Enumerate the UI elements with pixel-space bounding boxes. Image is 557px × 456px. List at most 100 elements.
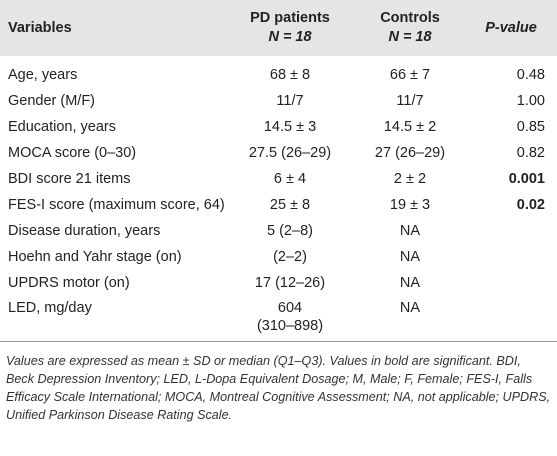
table-cell: 11/7 bbox=[225, 88, 355, 114]
cell-text: 0.001 bbox=[508, 171, 545, 187]
table-cell: UPDRS motor (on) bbox=[0, 270, 225, 296]
header-text: Controls bbox=[380, 10, 440, 26]
cell-text: 17 (12–26) bbox=[254, 275, 326, 291]
table-cell: Gender (M/F) bbox=[0, 88, 225, 114]
cell-text: 604 bbox=[277, 300, 303, 316]
header-cell: Controls N = 18 bbox=[355, 0, 465, 56]
cell-text: Age, years bbox=[8, 67, 78, 83]
cell-text: 68 ± 8 bbox=[269, 67, 311, 83]
table-cell bbox=[465, 296, 557, 342]
cell-text: 1.00 bbox=[516, 93, 545, 109]
table-cell: Hoehn and Yahr stage (on) bbox=[0, 244, 225, 270]
table-figure: Variables PD patients N = 18 Controls N = 18… bbox=[0, 0, 557, 422]
header-row: Variables PD patients N = 18 Controls N = 18… bbox=[0, 0, 557, 56]
cell-text: Gender (M/F) bbox=[8, 93, 96, 109]
table-cell: Disease duration, years bbox=[0, 218, 225, 244]
cell-text: NA bbox=[399, 300, 421, 316]
table-cell: FES-I score (maximum score, 64) bbox=[0, 192, 225, 218]
cell-text: 14.5 ± 2 bbox=[383, 119, 437, 135]
table-cell: 27.5 (26–29) bbox=[225, 140, 355, 166]
table-cell: 604 (310–898) bbox=[225, 296, 355, 342]
table-cell: 14.5 ± 2 bbox=[355, 114, 465, 140]
table-cell: NA bbox=[355, 296, 465, 342]
table-row: FES-I score (maximum score, 64) 25 ± 8 19 … bbox=[0, 192, 557, 218]
cell-text: BDI score 21 items bbox=[8, 171, 131, 187]
cell-text: Hoehn and Yahr stage (on) bbox=[8, 249, 182, 265]
cell-text: 0.48 bbox=[516, 67, 545, 83]
table-cell: NA bbox=[355, 244, 465, 270]
table-cell: 66 ± 7 bbox=[355, 56, 465, 88]
table-row: Hoehn and Yahr stage (on) (2–2) NA bbox=[0, 244, 557, 270]
cell-text: 0.85 bbox=[516, 119, 545, 135]
table-cell: 25 ± 8 bbox=[225, 192, 355, 218]
cell-text: NA bbox=[399, 223, 421, 239]
table-cell: 17 (12–26) bbox=[225, 270, 355, 296]
table-cell: 2 ± 2 bbox=[355, 166, 465, 192]
table-cell: 19 ± 3 bbox=[355, 192, 465, 218]
header-text: N = 18 bbox=[388, 29, 432, 45]
cell-text: 2 ± 2 bbox=[393, 171, 427, 187]
table-row: MOCA score (0–30) 27.5 (26–29) 27 (26–29) 0… bbox=[0, 140, 557, 166]
table-cell: 1.00 bbox=[465, 88, 557, 114]
table-cell: NA bbox=[355, 270, 465, 296]
header-cell: PD patients N = 18 bbox=[225, 0, 355, 56]
cell-text: MOCA score (0–30) bbox=[8, 145, 137, 161]
cell-text: 27 (26–29) bbox=[374, 145, 446, 161]
table-cell: Age, years bbox=[0, 56, 225, 88]
table-row: UPDRS motor (on) 17 (12–26) NA bbox=[0, 270, 557, 296]
table-cell: 0.02 bbox=[465, 192, 557, 218]
table-cell: 5 (2–8) bbox=[225, 218, 355, 244]
cell-text: 6 ± 4 bbox=[273, 171, 307, 187]
cell-text: UPDRS motor (on) bbox=[8, 275, 130, 291]
cell-text: 66 ± 7 bbox=[389, 67, 431, 83]
table-row: Disease duration, years 5 (2–8) NA bbox=[0, 218, 557, 244]
table-cell: (2–2) bbox=[225, 244, 355, 270]
table-cell: 6 ± 4 bbox=[225, 166, 355, 192]
table-cell: NA bbox=[355, 218, 465, 244]
table-row: Gender (M/F) 11/7 11/7 1.00 bbox=[0, 88, 557, 114]
cell-text: 11/7 bbox=[276, 93, 304, 109]
header-text: PD patients bbox=[250, 10, 330, 26]
cell-text: 25 ± 8 bbox=[269, 197, 311, 213]
table-cell bbox=[465, 218, 557, 244]
cell-text: 0.82 bbox=[516, 145, 545, 161]
table-cell: 11/7 bbox=[355, 88, 465, 114]
cell-text: 0.02 bbox=[516, 197, 545, 213]
table-body: Age, years 68 ± 8 66 ± 7 0.48 Gender (M/F) 11… bbox=[0, 56, 557, 342]
cell-text: LED, mg/day bbox=[8, 300, 92, 316]
table-cell: 0.85 bbox=[465, 114, 557, 140]
cell-text: FES-I score (maximum score, 64) bbox=[8, 197, 225, 213]
table-row: BDI score 21 items 6 ± 4 2 ± 2 0.001 bbox=[0, 166, 557, 192]
table-cell: 0.82 bbox=[465, 140, 557, 166]
table-cell: MOCA score (0–30) bbox=[0, 140, 225, 166]
cell-text: 19 ± 3 bbox=[389, 197, 431, 213]
table-cell: LED, mg/day bbox=[0, 296, 225, 342]
cell-text: NA bbox=[399, 275, 421, 291]
table-header: Variables PD patients N = 18 Controls N = 18… bbox=[0, 0, 557, 56]
table-row: Age, years 68 ± 8 66 ± 7 0.48 bbox=[0, 56, 557, 88]
cell-text: 27.5 (26–29) bbox=[248, 145, 332, 161]
footnote: Values are expressed as mean ± SD or med… bbox=[6, 354, 551, 422]
header-cell: Variables bbox=[0, 0, 225, 56]
table-cell: Education, years bbox=[0, 114, 225, 140]
header-text: P-value bbox=[485, 19, 537, 36]
header-cell: P-value bbox=[465, 0, 557, 56]
cell-text: Education, years bbox=[8, 119, 117, 135]
table-row: LED, mg/day 604 (310–898) NA bbox=[0, 296, 557, 342]
cell-text: 5 (2–8) bbox=[267, 223, 313, 239]
table-cell: 68 ± 8 bbox=[225, 56, 355, 88]
cell-text: 14.5 ± 3 bbox=[263, 119, 317, 135]
table-cell: 0.001 bbox=[465, 166, 557, 192]
cell-text: Disease duration, years bbox=[8, 223, 161, 239]
cell-text: NA bbox=[399, 249, 421, 265]
table-cell bbox=[465, 244, 557, 270]
table-cell: 0.48 bbox=[465, 56, 557, 88]
table-row: Education, years 14.5 ± 3 14.5 ± 2 0.85 bbox=[0, 114, 557, 140]
cell-text: (310–898) bbox=[256, 318, 324, 334]
table-cell: 27 (26–29) bbox=[355, 140, 465, 166]
table-cell: BDI score 21 items bbox=[0, 166, 225, 192]
table: Variables PD patients N = 18 Controls N = 18… bbox=[0, 0, 557, 342]
table-cell bbox=[465, 270, 557, 296]
header-text: Variables bbox=[8, 19, 72, 36]
